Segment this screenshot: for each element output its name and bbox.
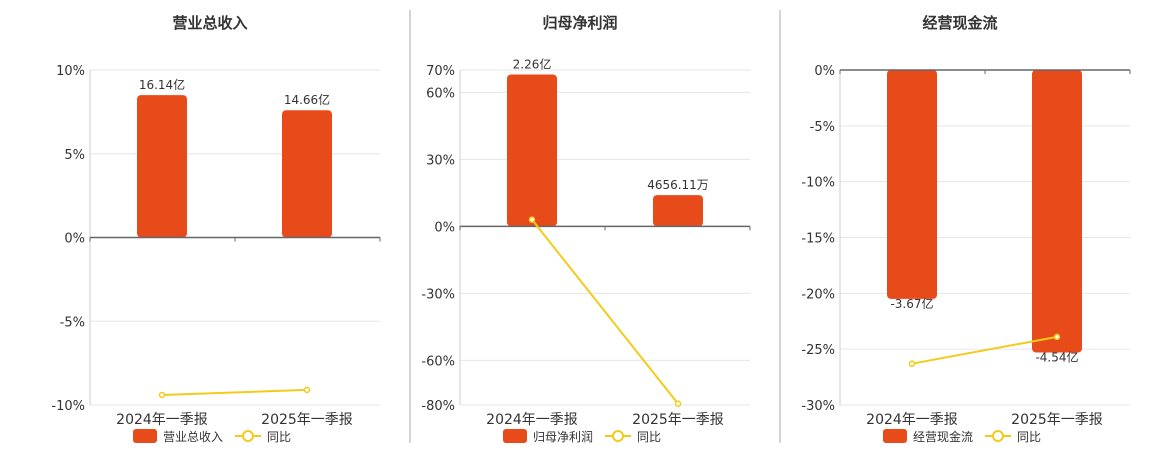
y-tick-label: -25% — [801, 343, 835, 358]
legend-bar-label: 经营现金流 — [913, 429, 973, 444]
y-tick-label: -5% — [810, 120, 835, 135]
bar — [1032, 70, 1082, 353]
x-category-label: 2024年一季报 — [866, 412, 958, 428]
legend-line-marker — [242, 430, 254, 442]
y-tick-label: 0% — [434, 220, 455, 235]
y-tick-label: -5% — [60, 315, 85, 330]
bar — [282, 110, 332, 238]
yoy-line — [911, 335, 1058, 365]
legend-line-marker — [992, 430, 1004, 442]
x-category-label: 2025年一季报 — [261, 412, 353, 428]
legend-line-label: 同比 — [1017, 430, 1041, 444]
bar-data-label: 16.14亿 — [139, 77, 185, 92]
bar — [507, 74, 557, 227]
y-tick-label: 10% — [56, 64, 85, 79]
yoy-point — [908, 360, 916, 367]
bar-data-label: 14.66亿 — [284, 92, 330, 107]
yoy-point — [158, 391, 166, 399]
bar-data-label: -4.54亿 — [1035, 350, 1078, 365]
chart-title: 归母净利润 — [542, 14, 617, 32]
bar-data-label: -3.67亿 — [890, 296, 933, 311]
y-tick-label: -30% — [421, 287, 455, 302]
legend-line-marker — [612, 430, 624, 442]
legend-bar-swatch — [503, 429, 527, 443]
y-tick-label: -20% — [801, 287, 835, 302]
y-tick-label: 70% — [426, 64, 455, 79]
legend-line-label: 同比 — [637, 430, 661, 444]
yoy-point — [1053, 333, 1061, 341]
legend-bar-label: 归母净利润 — [533, 430, 593, 444]
legend-bar-label: 营业总收入 — [163, 430, 223, 444]
legend-bar-swatch — [883, 429, 907, 443]
yoy-line — [161, 388, 308, 396]
yoy-point — [674, 400, 682, 407]
x-category-label: 2025年一季报 — [632, 412, 724, 428]
y-tick-label: -10% — [51, 399, 85, 414]
bar-data-label: 4656.11万 — [647, 178, 709, 192]
y-tick-label: -10% — [801, 176, 835, 191]
yoy-point — [303, 386, 311, 394]
bar — [887, 70, 937, 299]
x-category-label: 2025年一季报 — [1011, 412, 1103, 428]
bar — [653, 195, 703, 227]
y-tick-label: -60% — [421, 354, 455, 369]
bar — [137, 95, 187, 238]
chart-title: 经营现金流 — [922, 14, 997, 32]
y-tick-label: 0% — [64, 232, 85, 247]
y-tick-label: -15% — [801, 232, 835, 247]
y-tick-label: 60% — [426, 86, 455, 101]
x-category-label: 2024年一季报 — [116, 412, 208, 428]
yoy-point — [528, 216, 536, 223]
y-tick-label: -30% — [801, 399, 835, 414]
y-tick-label: 5% — [64, 148, 85, 163]
bar-data-label: 2.26亿 — [513, 56, 552, 71]
y-tick-label: 30% — [426, 153, 455, 168]
yoy-line — [531, 219, 679, 405]
legend-bar-swatch — [133, 429, 157, 443]
y-tick-label: -80% — [421, 399, 455, 414]
y-tick-label: 0% — [814, 64, 835, 79]
x-category-label: 2024年一季报 — [486, 412, 578, 428]
legend-line-label: 同比 — [267, 430, 291, 444]
chart-title: 营业总收入 — [172, 14, 247, 32]
